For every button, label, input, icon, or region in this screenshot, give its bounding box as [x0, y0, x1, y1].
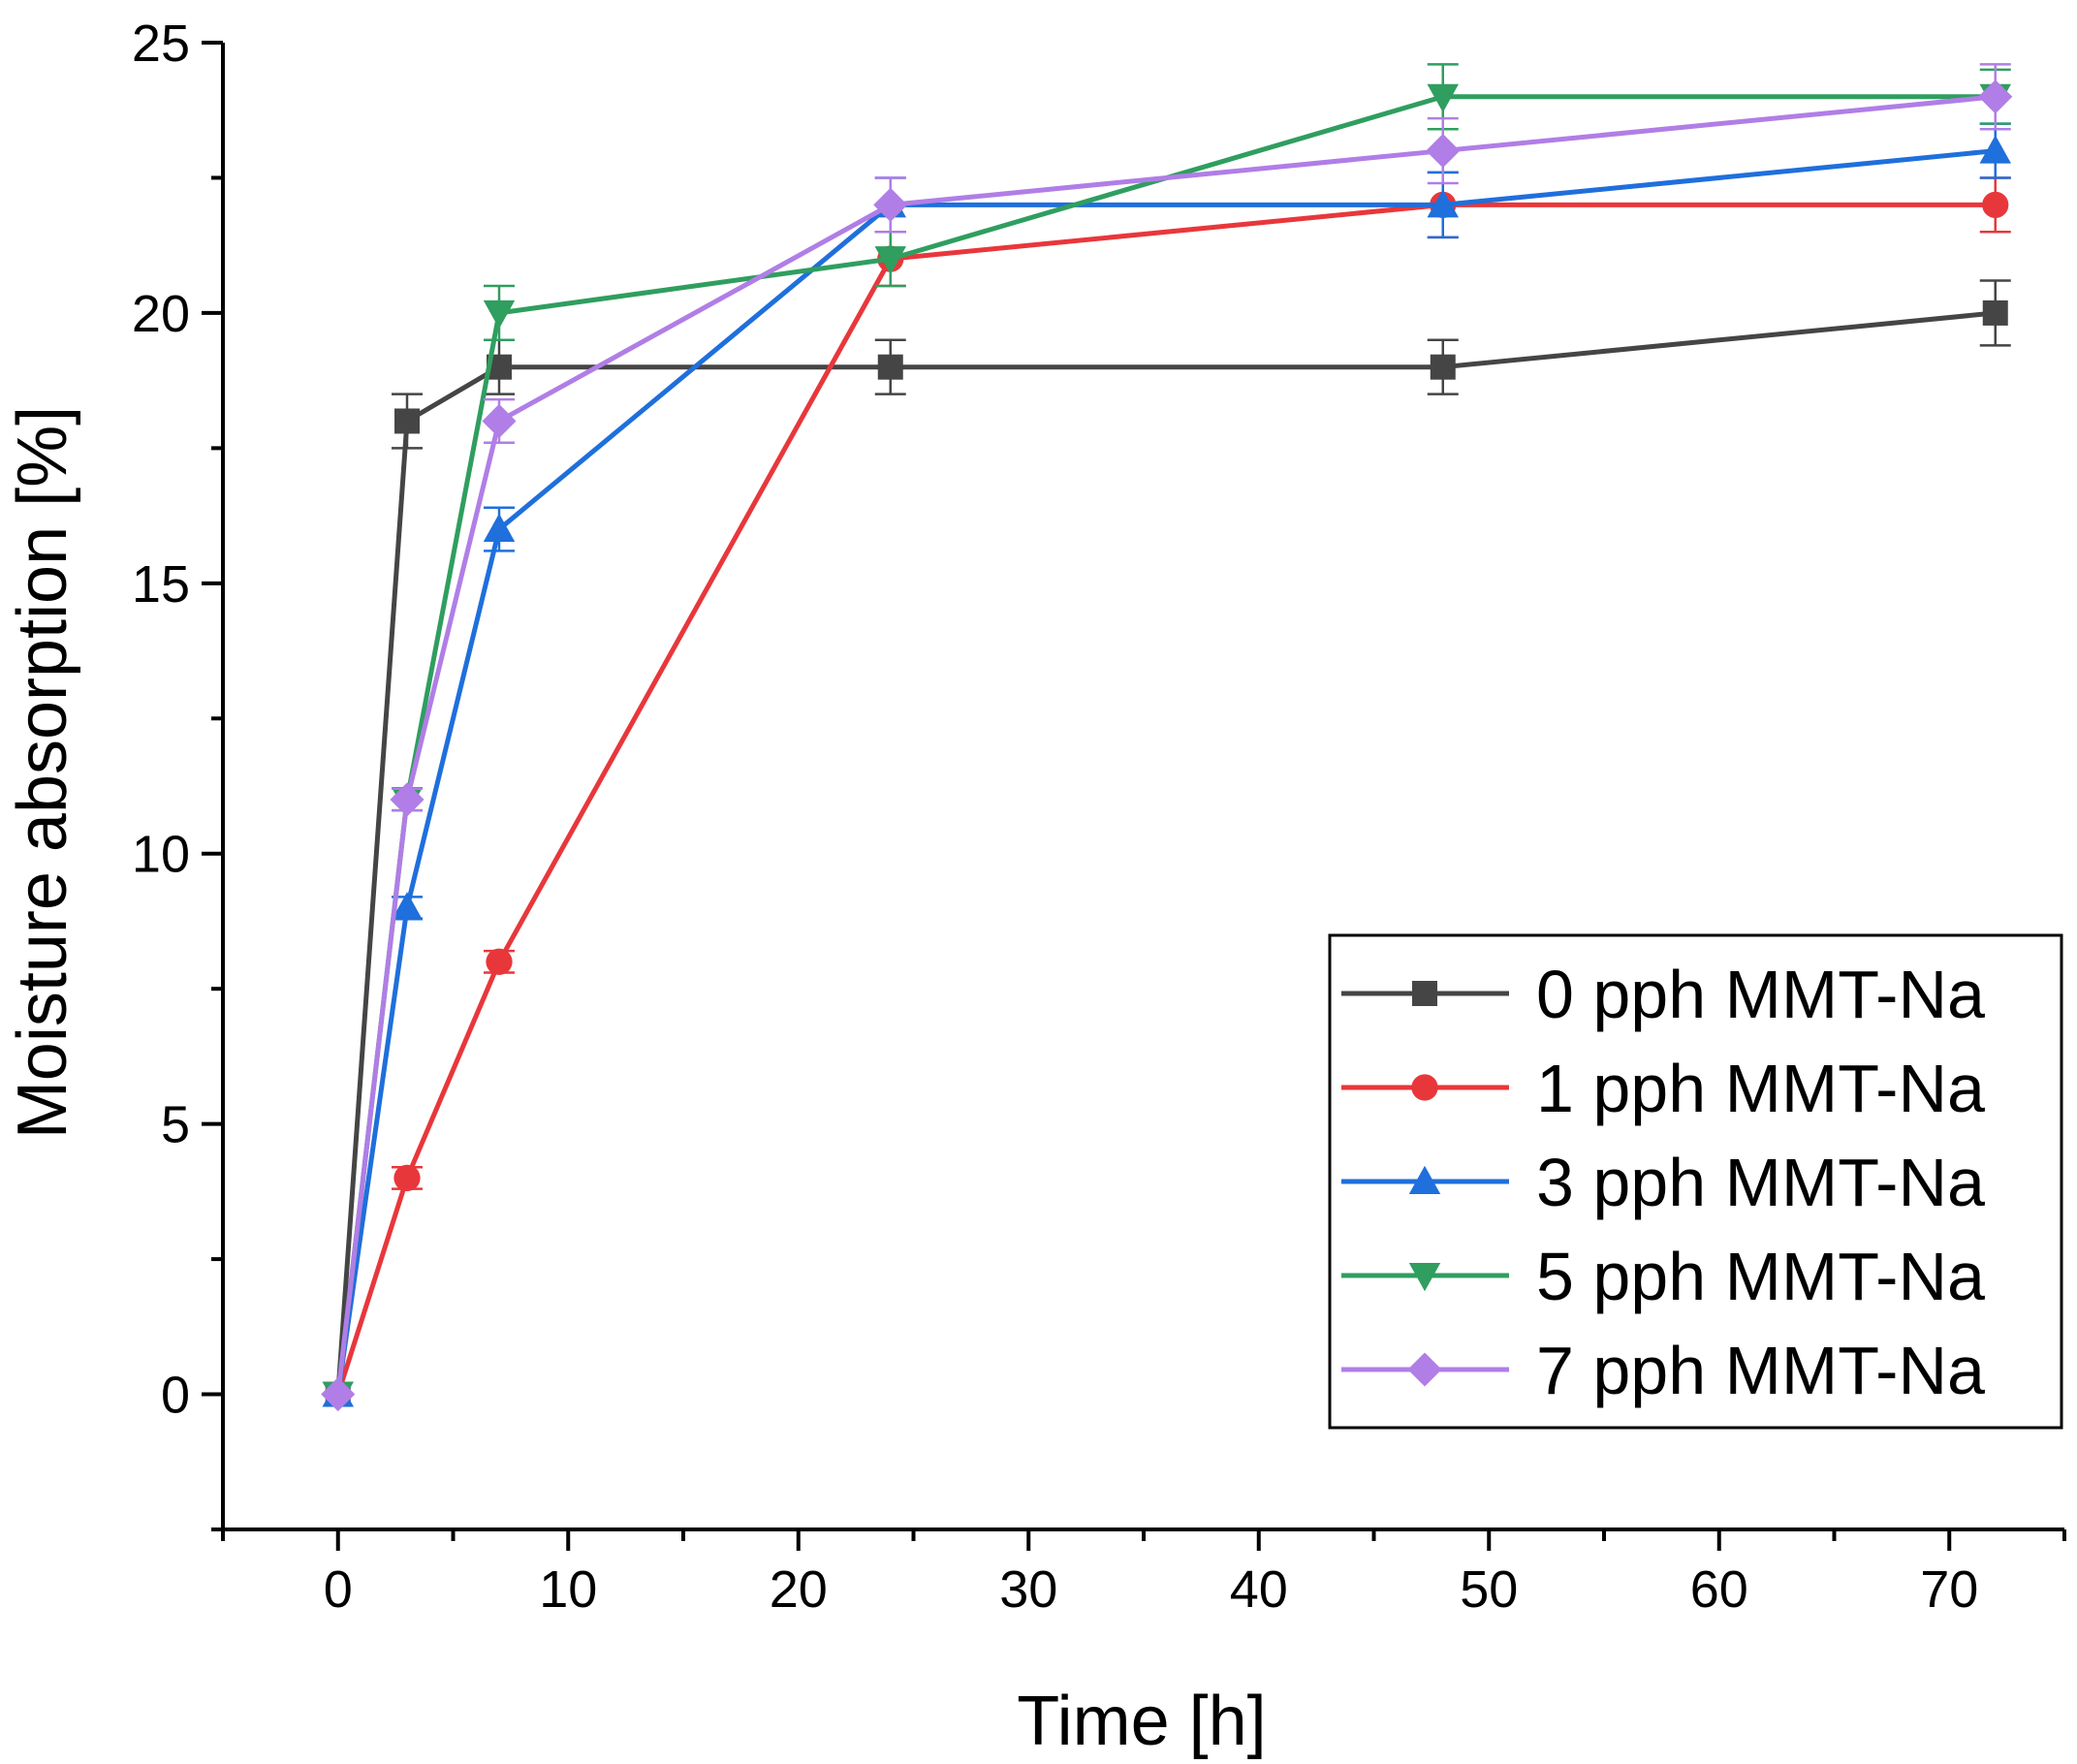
legend-item: 3 pph MMT-Na: [1341, 1145, 1985, 1220]
legend-item: 7 pph MMT-Na: [1341, 1333, 1985, 1408]
data-point: [877, 354, 903, 380]
x-tick-label: 20: [770, 1560, 828, 1619]
data-point: [394, 408, 420, 434]
data-point: [1427, 189, 1459, 218]
series-layer: [321, 63, 2013, 1412]
legend-marker: [1408, 1165, 1441, 1194]
y-tick-label: 15: [132, 555, 190, 614]
y-tick-label: 10: [132, 826, 190, 884]
x-tick-label: 50: [1460, 1560, 1518, 1619]
x-tick-label: 70: [1920, 1560, 1978, 1619]
series-4: [321, 63, 2013, 1412]
legend-marker: [1408, 1263, 1441, 1292]
data-point: [1982, 191, 2009, 218]
data-point: [482, 403, 517, 439]
x-tick-label: 30: [999, 1560, 1057, 1619]
legend-item: 1 pph MMT-Na: [1341, 1051, 1985, 1126]
y-tick-label: 20: [132, 285, 190, 343]
series-line: [335, 202, 1996, 1396]
legend-item: 5 pph MMT-Na: [1341, 1239, 1985, 1314]
data-point: [390, 782, 425, 817]
y-tick-label: 0: [161, 1367, 190, 1425]
y-tick-label: 25: [132, 15, 190, 73]
y-tick-label: 5: [161, 1096, 190, 1154]
data-point: [1430, 354, 1456, 380]
x-tick-label: 10: [539, 1560, 597, 1619]
legend-marker: [1411, 1074, 1438, 1101]
legend-item: 0 pph MMT-Na: [1341, 957, 1985, 1032]
legend-label: 3 pph MMT-Na: [1536, 1145, 1985, 1220]
series-line: [335, 94, 1996, 1395]
data-point: [1978, 79, 2013, 114]
x-axis-title: Time [h]: [1017, 1683, 1266, 1760]
legend-label: 5 pph MMT-Na: [1536, 1239, 1985, 1314]
x-tick-label: 40: [1230, 1560, 1288, 1619]
legend-label: 0 pph MMT-Na: [1536, 957, 1985, 1032]
data-point: [486, 948, 513, 975]
legend-label: 7 pph MMT-Na: [1536, 1333, 1985, 1408]
data-point: [321, 1376, 356, 1412]
data-point: [1426, 134, 1461, 169]
x-tick-label: 0: [324, 1560, 353, 1619]
legend-marker: [1412, 981, 1437, 1006]
data-point: [483, 299, 516, 330]
data-point: [1427, 83, 1459, 113]
axes: 0 10 20 30 40 50 60 70 0 5 10 15 20 25: [132, 15, 2066, 1619]
legend: 0 pph MMT-Na 1 pph MMT-Na 3 pph MMT-Na 5 pp…: [1328, 933, 2063, 1430]
data-point: [483, 513, 516, 543]
data-point: [1979, 135, 2011, 164]
series-line: [335, 148, 1996, 1395]
data-point: [391, 892, 424, 921]
legend-marker: [1407, 1352, 1442, 1387]
data-point: [873, 187, 908, 222]
y-axis-title: Moisture absorption [%]: [4, 406, 81, 1139]
data-point: [874, 246, 906, 275]
data-point: [1982, 299, 2008, 326]
x-tick-label: 60: [1690, 1560, 1748, 1619]
legend-label: 1 pph MMT-Na: [1536, 1051, 1985, 1126]
data-point: [393, 1164, 421, 1192]
